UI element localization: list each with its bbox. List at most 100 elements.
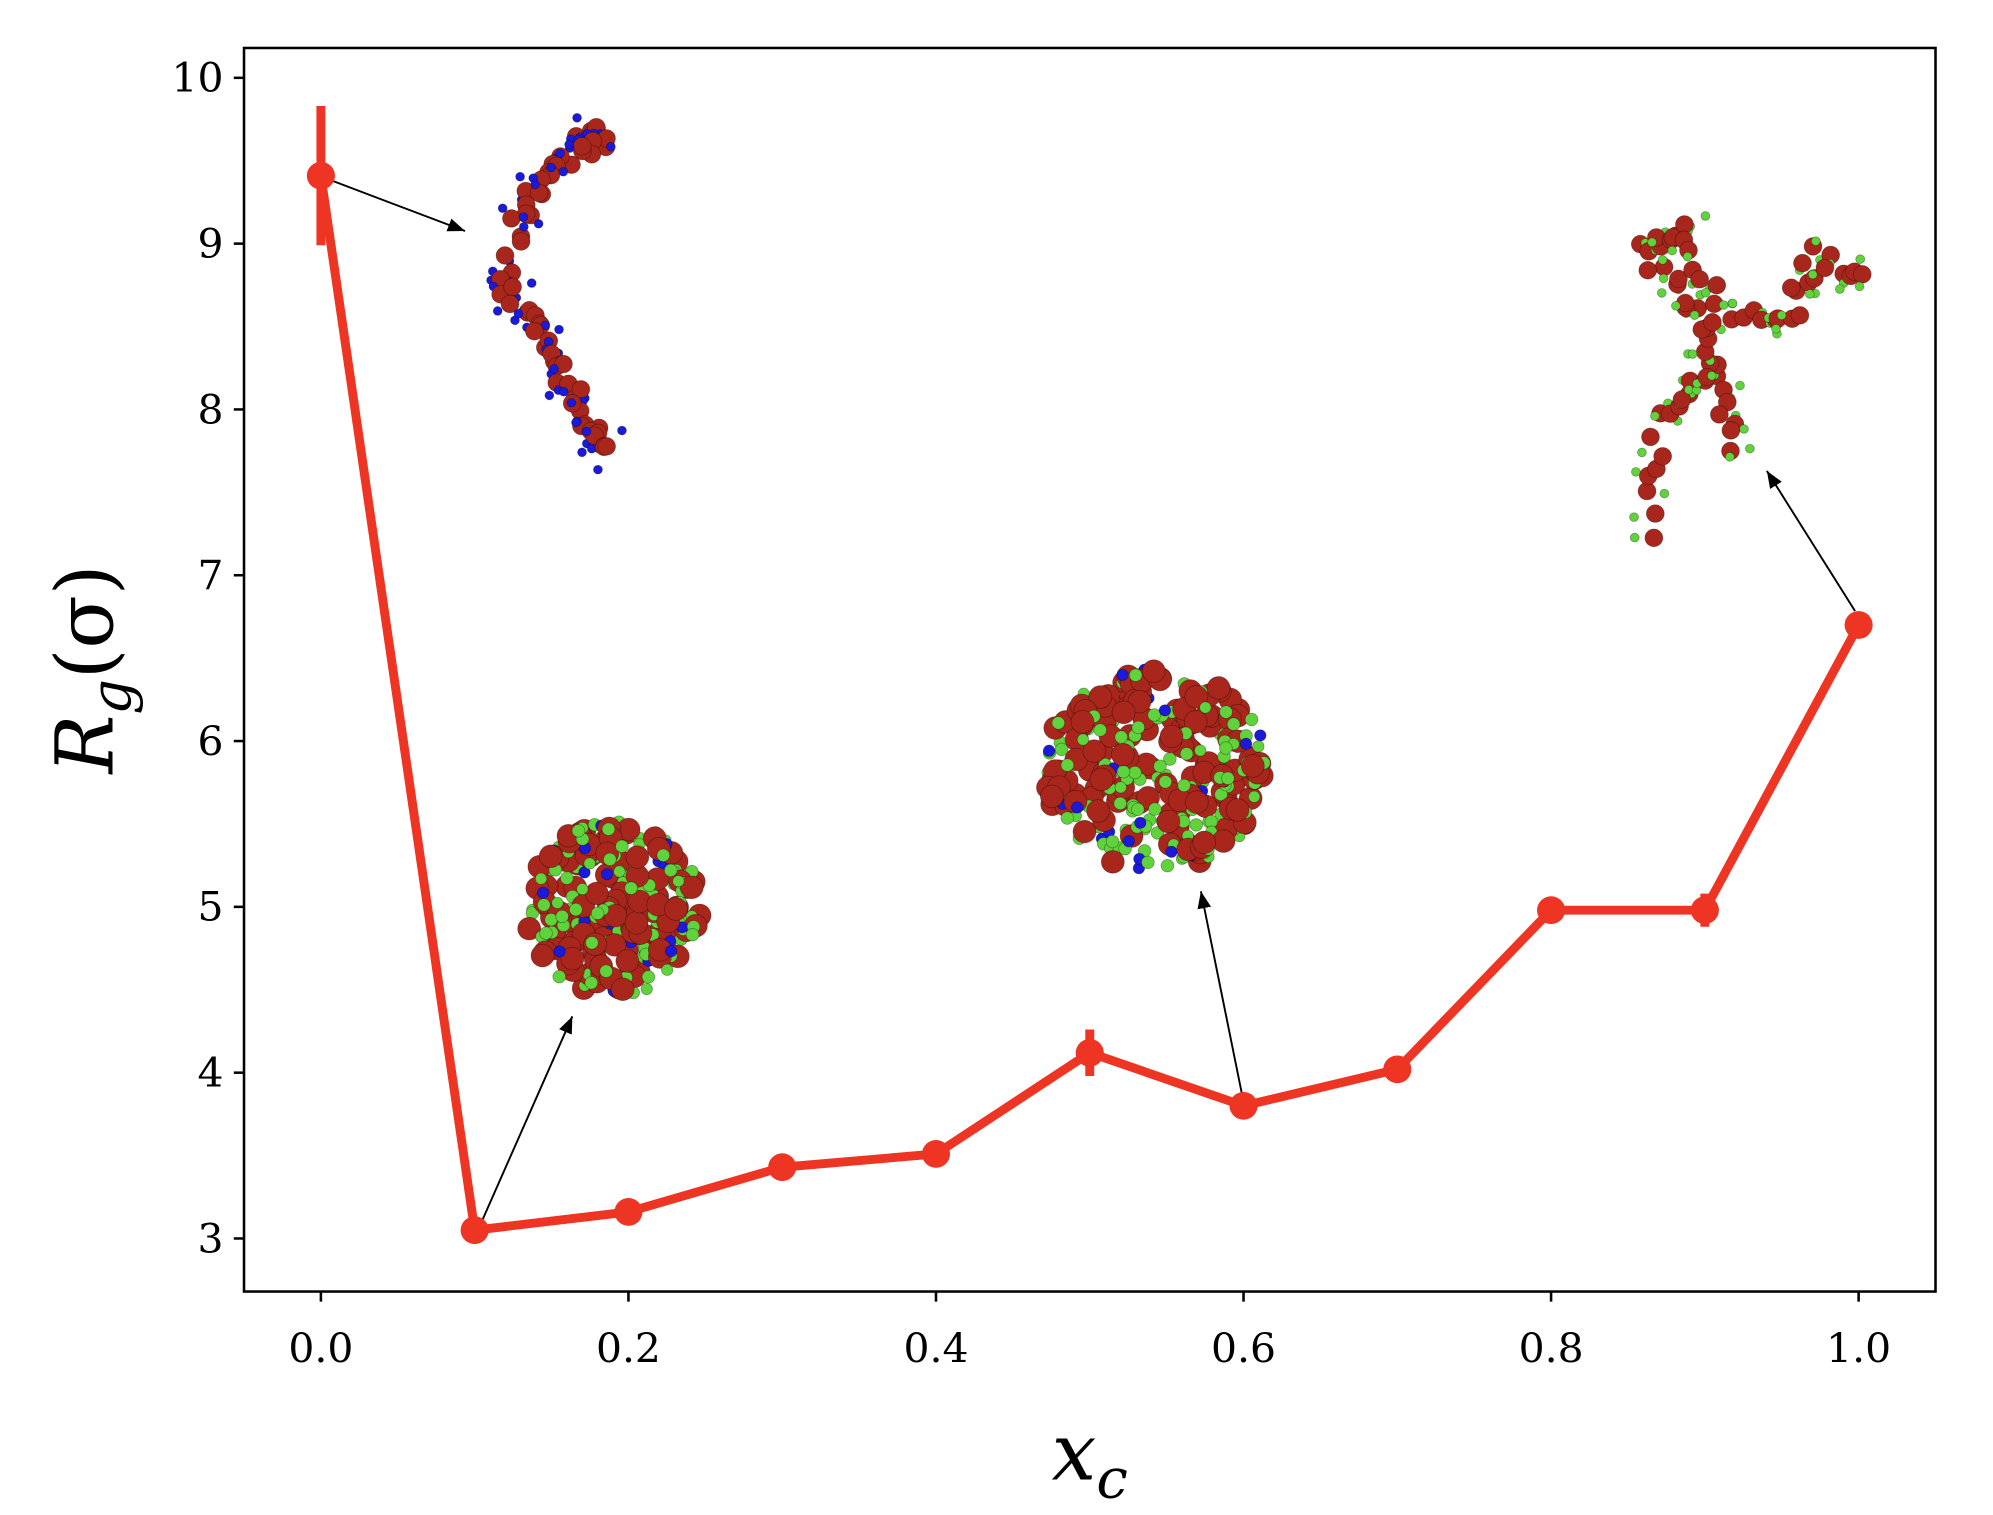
bead [1804,289,1815,299]
bead [1165,845,1178,858]
bead [1060,758,1075,772]
bead [1656,288,1667,298]
bead [555,148,565,159]
bead [584,976,599,990]
bead [1105,834,1120,849]
structure-images [486,113,1872,1001]
bead [534,872,548,885]
bead [615,949,640,973]
x-label-base: x [1052,1407,1097,1498]
bead [1114,730,1129,744]
arrow [1197,891,1243,1094]
bead [624,881,638,895]
y-tick-label: 8 [198,386,224,434]
bead [530,943,555,968]
bead [526,278,537,288]
bead [1184,685,1209,709]
bead [1671,301,1681,311]
bead [1739,424,1749,434]
bead [569,902,583,917]
bead [1076,733,1090,746]
bead [560,946,585,971]
bead [1645,504,1665,523]
bead [549,363,559,374]
bead [1070,710,1095,734]
bead [1148,802,1162,816]
bead [1724,452,1735,462]
bead [515,171,525,182]
data-point [1844,611,1873,639]
bead [511,232,531,251]
bead [1641,427,1660,447]
bead [590,906,605,921]
data-point [921,1140,951,1168]
bead [1179,747,1194,761]
bead [583,857,596,870]
bead [538,844,563,869]
bead [1790,306,1810,325]
bead [1141,855,1155,870]
bead [551,896,564,909]
bead [1183,710,1208,734]
bead [610,977,635,1001]
bead [555,909,569,924]
bead [1113,796,1128,811]
bead [1852,265,1872,284]
bead [1192,830,1217,855]
bead [1147,708,1161,722]
bead [1114,781,1127,794]
y-tick-label: 6 [198,717,224,765]
bead [1194,744,1207,757]
bead [656,848,671,862]
bead [1072,819,1097,844]
bead [1707,276,1727,295]
bead [1040,784,1064,809]
bead [1647,237,1657,248]
bead [601,822,616,836]
arrow [327,178,466,232]
bead [664,945,678,958]
bead [571,417,581,428]
x-axis-label: xc [1052,1407,1128,1511]
bead [1776,310,1787,321]
bead [1156,809,1181,834]
bead [1659,488,1670,499]
x-tick-label: 1.0 [1826,1324,1891,1372]
bead [1177,778,1191,793]
bead [1141,659,1166,683]
bead [1667,245,1677,256]
bead [663,863,678,878]
bead [1100,850,1125,874]
bead [502,209,521,228]
bead [1206,676,1231,700]
bead [1086,799,1111,823]
y-label-base: R [39,715,132,776]
bead [1219,705,1233,719]
bead [1158,704,1172,717]
bead [1054,742,1069,757]
y-tick-label: 4 [198,1049,224,1097]
bead [1239,737,1253,750]
data-point [1229,1091,1258,1120]
bead [536,886,550,899]
bead [554,324,564,335]
y-label-sub: g [79,679,144,715]
bead [1252,740,1265,753]
bead [571,824,586,838]
bead [539,926,553,940]
y-tick-label: 10 [172,54,224,102]
bead [576,883,589,896]
bead [640,982,653,996]
bead [533,218,544,229]
bead [1088,685,1113,709]
bead [500,294,520,314]
bead [679,875,704,900]
bead [1669,269,1688,289]
bead [615,839,629,854]
bead [572,113,582,123]
bead [517,916,542,941]
arrow [1766,470,1856,612]
data-point [1075,1038,1104,1067]
bead [577,447,587,458]
